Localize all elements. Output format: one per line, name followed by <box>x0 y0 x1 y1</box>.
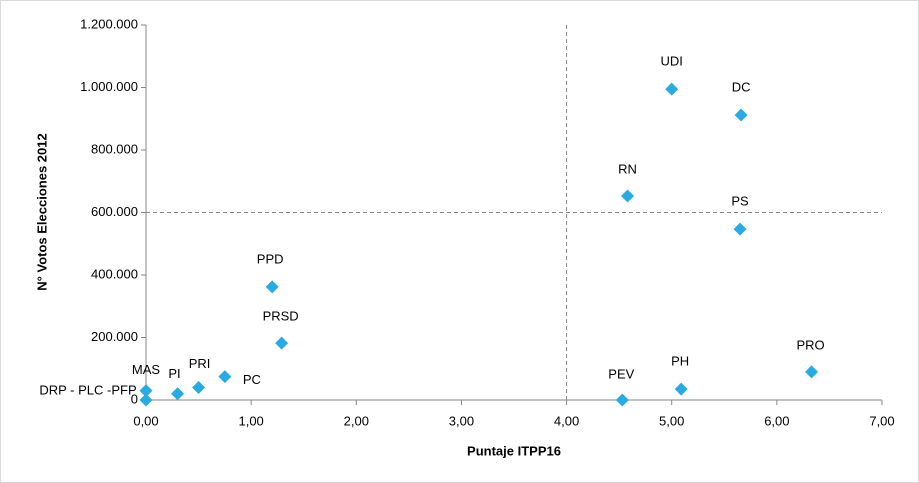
data-label: UDI <box>661 54 683 69</box>
data-point <box>734 108 748 122</box>
data-point <box>192 381 206 394</box>
data-label: DC <box>732 79 751 94</box>
data-point <box>171 387 185 401</box>
data-label: PEV <box>608 366 634 381</box>
data-label: PH <box>671 354 689 369</box>
x-tick-label: 0,00 <box>133 413 158 428</box>
data-point <box>265 280 279 294</box>
x-tick-label: 2,00 <box>344 413 369 428</box>
y-axis-title: N° Votos Elecciones 2012 <box>34 133 49 290</box>
data-label: PI <box>168 366 180 381</box>
data-point <box>218 370 232 384</box>
x-tick-label: 1,00 <box>238 413 263 428</box>
data-label: PRSD <box>263 309 299 324</box>
data-point <box>674 382 688 396</box>
data-label: PRI <box>189 356 211 371</box>
data-point <box>621 189 635 203</box>
x-tick-label: 5,00 <box>659 413 684 428</box>
y-tick-label: 400.000 <box>91 266 138 281</box>
x-tick-label: 4,00 <box>554 413 579 428</box>
x-tick-label: 6,00 <box>764 413 789 428</box>
y-tick-label: 0 <box>131 391 138 406</box>
y-tick-label: 1.000.000 <box>80 79 138 94</box>
y-tick-label: 200.000 <box>91 329 138 344</box>
data-point <box>733 222 747 236</box>
data-point <box>805 365 819 379</box>
data-point <box>615 393 629 407</box>
data-point <box>665 82 679 96</box>
x-axis-title: Puntaje ITPP16 <box>467 443 561 458</box>
data-label: PRO <box>796 337 824 352</box>
x-tick-label: 7,00 <box>869 413 894 428</box>
data-label: PS <box>731 194 749 209</box>
data-point <box>139 393 153 407</box>
y-tick-label: 800.000 <box>91 141 138 156</box>
data-label: MAS <box>132 362 161 377</box>
data-label: RN <box>618 161 637 176</box>
data-label: DRP - PLC -PFP <box>39 382 136 397</box>
data-label: PPD <box>257 251 284 266</box>
data-label: PC <box>243 372 261 387</box>
data-point <box>139 384 153 398</box>
y-tick-label: 1.200.000 <box>80 16 138 31</box>
data-point <box>275 336 289 350</box>
y-tick-label: 600.000 <box>91 204 138 219</box>
x-tick-label: 3,00 <box>449 413 474 428</box>
